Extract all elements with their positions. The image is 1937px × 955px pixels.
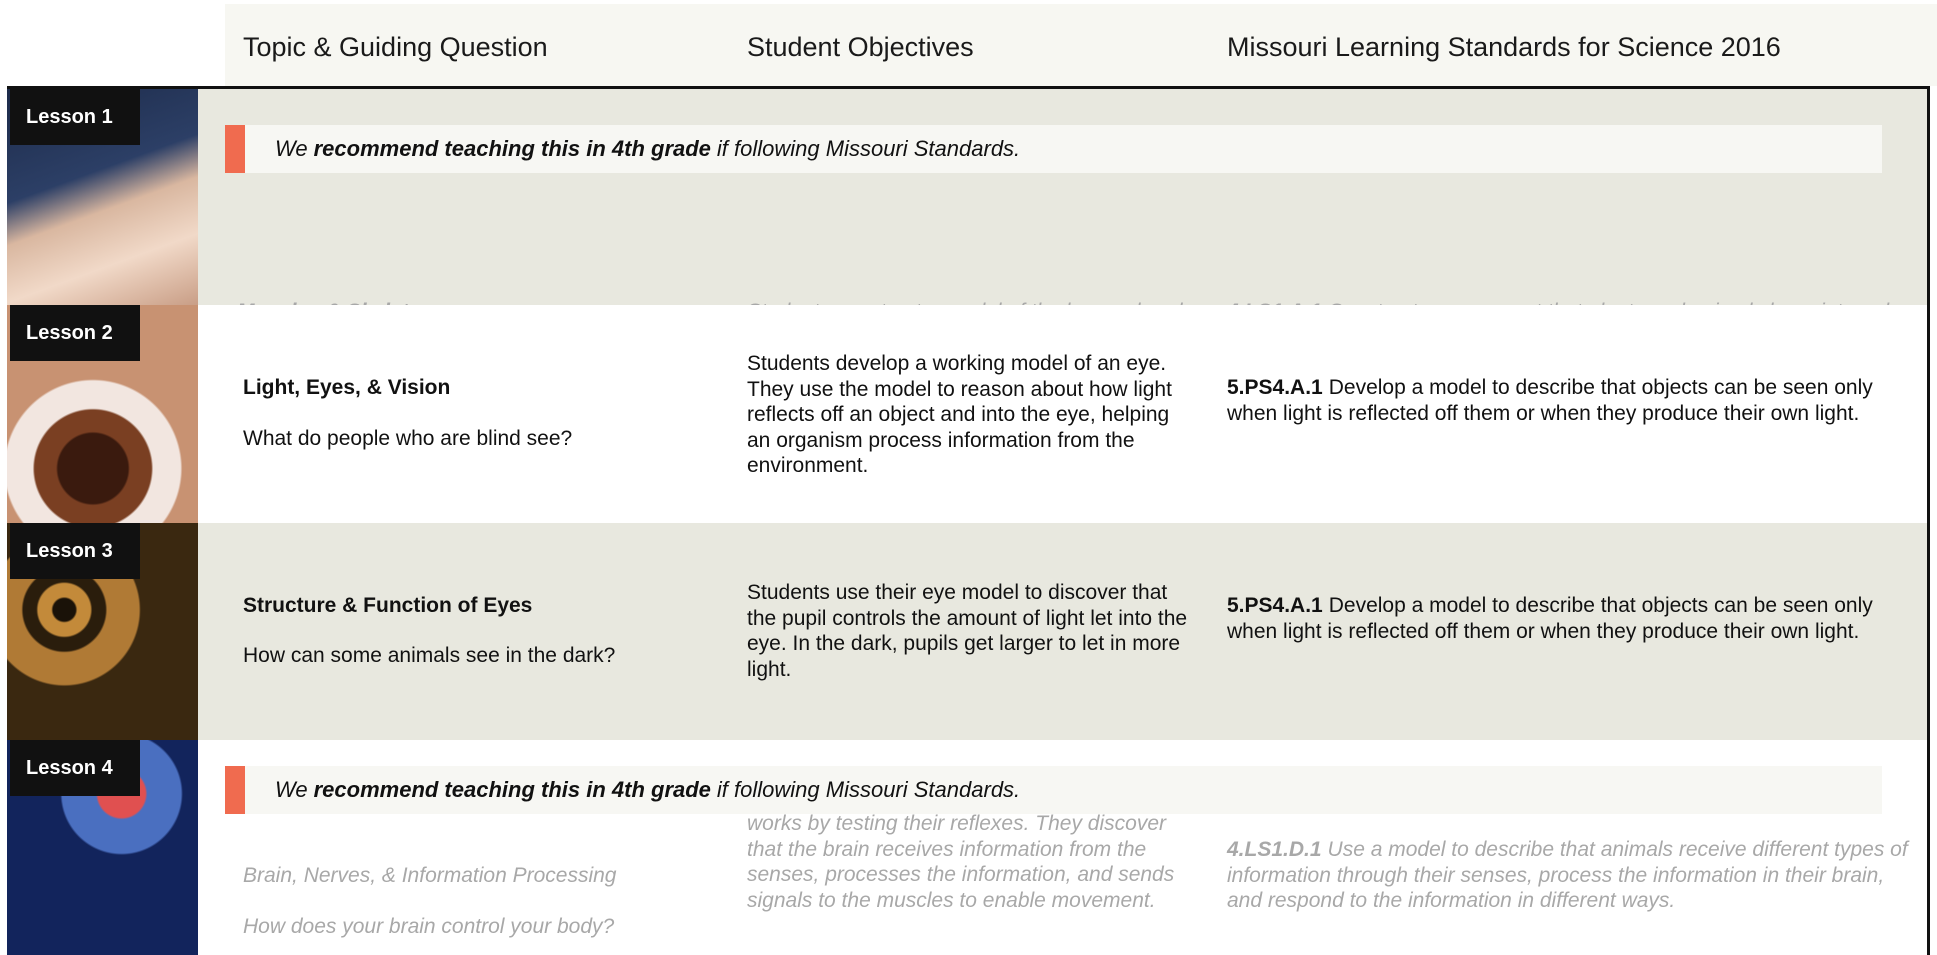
notice-bold: recommend teaching this in 4th grade [313,777,711,802]
notice-strip [225,766,245,814]
lesson-objective: Students develop a working model of an e… [747,352,1172,477]
lesson-topic: Light, Eyes, & Vision [243,376,451,399]
lesson-table [7,86,1930,955]
lesson-topic: Structure & Function of Eyes [243,594,533,617]
lesson-label: Lesson 3 [10,523,140,579]
lesson-row: Lesson 2 Light, Eyes, & Vision What do peo… [7,305,1927,523]
notice-post: if following Missouri Standards. [716,777,1021,802]
lesson-question: How can some animals see in the dark? [243,644,616,667]
standard-text: Develop a model to describe that objects… [1227,376,1873,425]
lesson-label: Lesson 1 [10,89,140,145]
notice-banner: We recommend teaching this in 4th grade if… [225,125,1882,173]
lesson-question: What do people who are blind see? [243,427,573,450]
column-title: Missouri Learning Standards for Science … [1227,32,1781,62]
lesson-row: Lesson 3 Structure & Function of Eyes How … [7,523,1927,740]
notice-banner: We recommend teaching this in 4th grade if… [225,766,1882,814]
notice-text: We recommend teaching this in 4th grade if… [275,766,1020,814]
notice-post: if following Missouri Standards. [716,136,1021,161]
lesson-standard: 4.LS1.D.1 Use a model to describe that an… [1227,837,1917,914]
column-title: Student Objectives [747,32,974,62]
standard-code: 5.PS4.A.1 [1227,376,1323,399]
lesson-standard: 5.PS4.A.1 Develop a model to describe tha… [1227,593,1917,644]
standard-code: 5.PS4.A.1 [1227,594,1323,617]
lesson-question: How does your brain control your body? [243,915,615,938]
lesson-objective: works by testing their reflexes. They di… [747,812,1175,912]
notice-pre: We [275,777,308,802]
lesson-row: Lesson 1 We recommend teaching this in 4th… [7,89,1927,374]
lesson-row: Lesson 4 We recommend teaching this in 4th… [7,740,1927,955]
notice-pre: We [275,136,308,161]
lesson-topic: Brain, Nerves, & Information Processing [243,864,617,887]
standard-code: 4.LS1.D.1 [1227,838,1322,861]
notice-bold: recommend teaching this in 4th grade [313,136,711,161]
standard-text: Use a model to describe that animals rec… [1227,838,1908,912]
notice-text: We recommend teaching this in 4th grade if… [275,125,1020,173]
column-title: Topic & Guiding Question [243,32,548,62]
notice-strip [225,125,245,173]
table-header: Topic & Guiding Question Student Objecti… [225,4,1937,86]
standard-text: Develop a model to describe that objects… [1227,594,1873,643]
lesson-label: Lesson 2 [10,305,140,361]
lesson-label: Lesson 4 [10,740,140,796]
lesson-objective: Students use their eye model to discover… [747,581,1188,681]
lesson-standard: 5.PS4.A.1 Develop a model to describe tha… [1227,375,1917,426]
